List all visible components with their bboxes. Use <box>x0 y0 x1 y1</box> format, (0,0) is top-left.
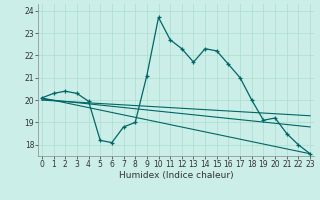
X-axis label: Humidex (Indice chaleur): Humidex (Indice chaleur) <box>119 171 233 180</box>
